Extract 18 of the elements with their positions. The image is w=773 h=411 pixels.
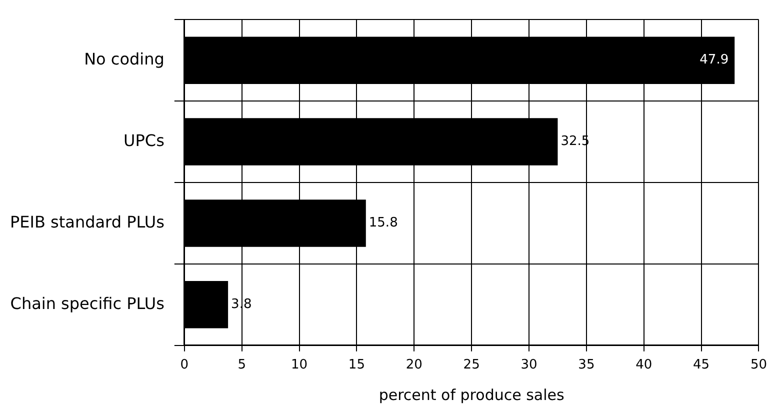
x-tick-label: 15 [348,358,365,373]
y-tick-label: UPCs [124,130,164,150]
y-tick-label: Chain specific PLUs [10,294,164,313]
x-tick-label: 45 [693,358,710,373]
data-label: 47.9 [700,52,729,68]
x-tick-label: 20 [406,358,422,373]
y-tick-label: PEIB standard PLUs [10,212,164,232]
data-label: 15.8 [368,216,398,231]
y-tick-label: No coding [84,49,164,68]
x-tick-label: 35 [578,358,595,373]
x-tick-label: 25 [463,358,480,373]
x-tick-label: 50 [750,358,767,373]
x-axis-title: percent of produce sales [378,386,564,404]
x-tick-label: 0 [180,358,189,373]
x-tick-label: 40 [636,358,652,373]
x-tick-label: 30 [520,358,538,373]
x-tick-label: 5 [238,358,246,373]
x-tick-label: 10 [290,358,308,373]
